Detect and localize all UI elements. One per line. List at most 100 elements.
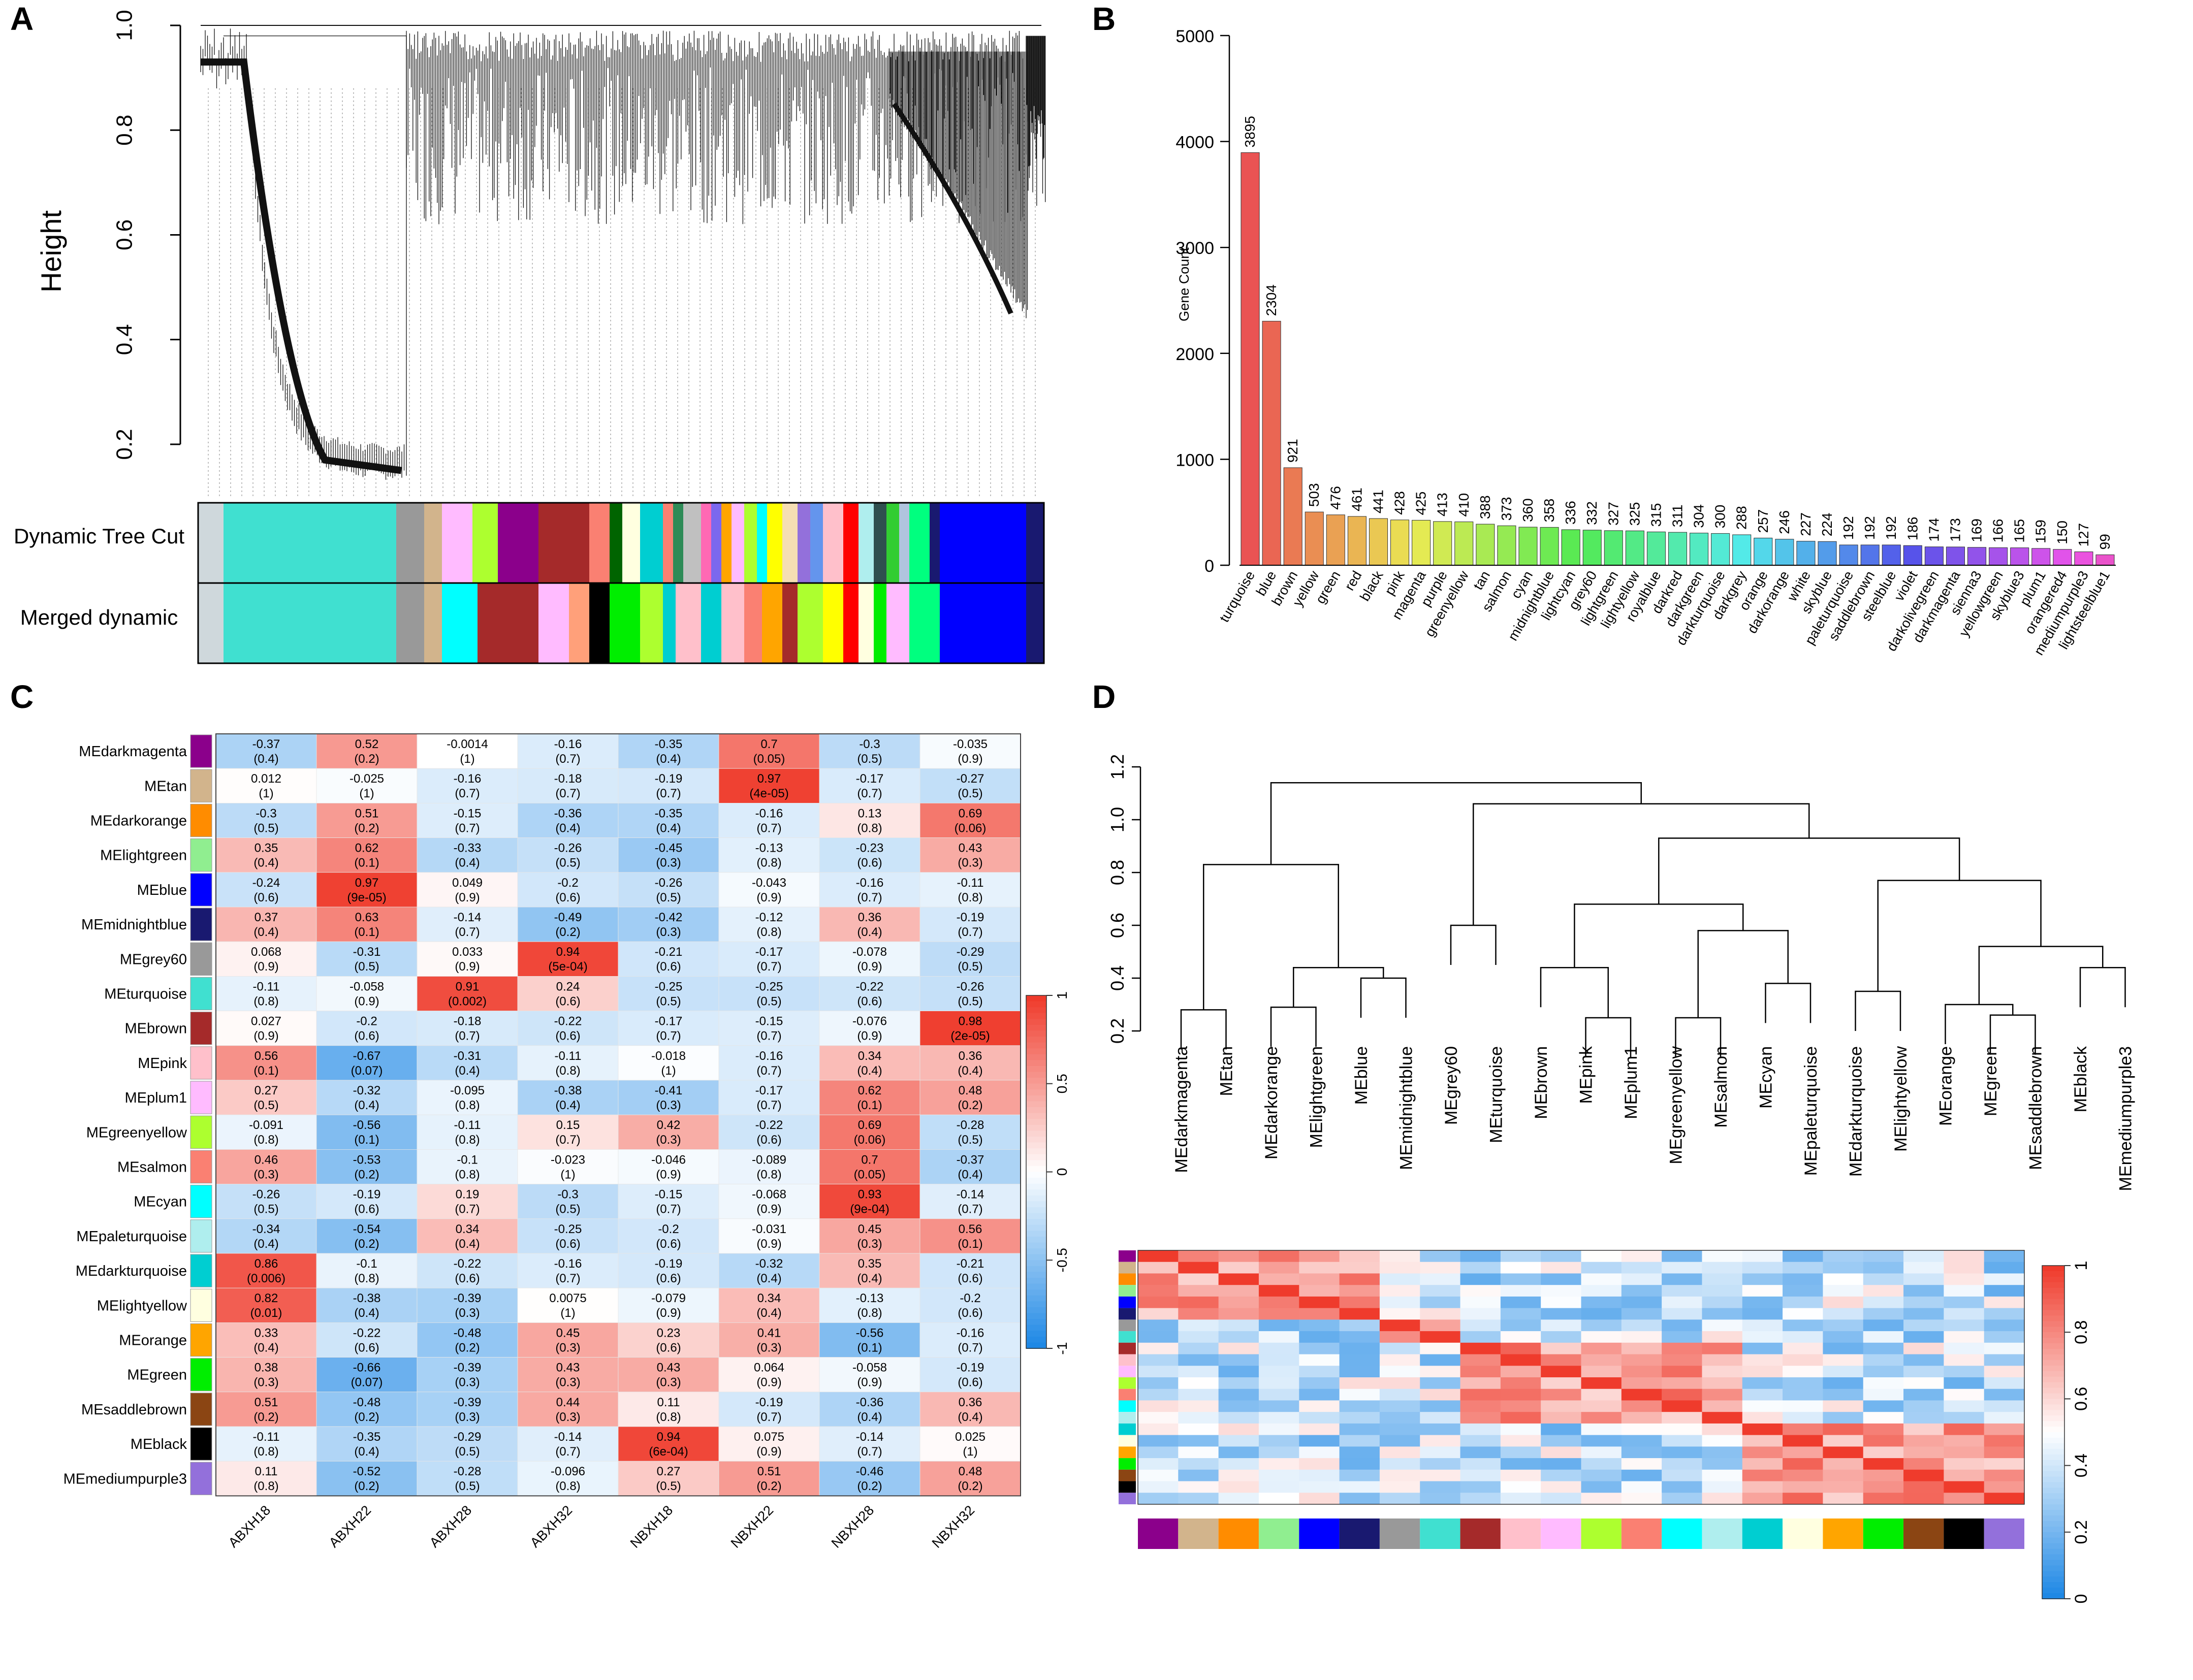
b-bar-value-label: 159	[2033, 520, 2049, 543]
d-heatmap-cell	[1581, 1469, 1622, 1482]
a-y-tick-label: 0.6	[112, 219, 137, 250]
c-legend-swatch	[1026, 1319, 1046, 1326]
c-heatmap-cell	[919, 1011, 1021, 1046]
c-heatmap-cell	[819, 1045, 920, 1081]
b-bar-steelblue	[1882, 544, 1901, 566]
c-heatmap-cell	[316, 1426, 418, 1462]
d-heatmap-cell	[1460, 1469, 1501, 1482]
d-heatmap-cell	[1944, 1273, 1985, 1285]
d-heatmap-cell	[1420, 1250, 1461, 1263]
d-heatmap-cell	[1339, 1354, 1380, 1366]
d-heatmap-cell	[1662, 1388, 1702, 1401]
c-cell-pvalue: (0.9)	[354, 994, 379, 1008]
a-module-color-segment	[396, 583, 424, 663]
c-row-color-swatch	[190, 734, 212, 768]
d-heatmap-cell	[1823, 1412, 1864, 1424]
d-heatmap-cell	[1581, 1354, 1622, 1366]
d-legend-swatch	[2042, 1454, 2064, 1461]
c-heatmap-cell	[215, 1426, 317, 1462]
d-heatmap-cell	[1379, 1458, 1420, 1470]
d-heatmap-cell	[1903, 1342, 1944, 1355]
d-legend-swatch	[2042, 1360, 2064, 1366]
d-heatmap-cell	[1541, 1481, 1581, 1493]
d-leaf-label: MEorange	[1936, 1046, 1956, 1126]
d-heatmap-cell	[1783, 1308, 1823, 1320]
b-bar-black	[1369, 518, 1388, 566]
c-legend-swatch	[1026, 1283, 1046, 1290]
d-heatmap-cell	[1258, 1296, 1299, 1309]
d-heatmap-cell	[1339, 1250, 1380, 1263]
d-heatmap-cell	[1178, 1319, 1219, 1332]
d-leaf-label: MElightyellow	[1891, 1046, 1911, 1152]
d-leaf-label: MEsaddlebrown	[2026, 1046, 2046, 1170]
d-legend-swatch	[2042, 1476, 2064, 1483]
c-cell-correlation: -0.32	[353, 1084, 381, 1097]
c-cell-pvalue: (0.3)	[857, 1237, 882, 1251]
d-heatmap-cell	[1420, 1493, 1461, 1505]
d-heatmap-cell	[1460, 1446, 1501, 1459]
d-heatmap-cell	[1742, 1412, 1783, 1424]
d-legend-swatch	[2042, 1543, 2064, 1549]
c-row-color-swatch	[190, 769, 212, 802]
c-cell-correlation: -0.19	[655, 772, 683, 786]
d-leaf-label: MEbrown	[1532, 1046, 1551, 1119]
d-heatmap-cell	[1863, 1423, 1904, 1436]
d-heatmap-cell	[1863, 1262, 1904, 1274]
d-heatmap-cell	[1218, 1285, 1259, 1297]
d-heatmap-cell	[1581, 1273, 1622, 1285]
c-cell-correlation: -0.22	[454, 1257, 482, 1271]
c-heatmap-cell	[215, 1080, 317, 1115]
c-legend-swatch	[1026, 1242, 1046, 1249]
c-cell-correlation: -0.24	[252, 876, 280, 890]
d-heatmap-cell	[1742, 1273, 1783, 1285]
c-heatmap-cell	[919, 802, 1021, 838]
d-heatmap-cell	[1500, 1400, 1541, 1412]
c-heatmap-cell	[819, 1426, 920, 1462]
c-heatmap-cell	[417, 1011, 518, 1046]
d-heatmap-cell	[1742, 1377, 1783, 1390]
c-cell-pvalue: (0.2)	[354, 752, 379, 766]
c-heatmap-cell	[618, 1218, 719, 1254]
d-legend-swatch	[2042, 1588, 2064, 1594]
d-heatmap-cell	[1500, 1285, 1541, 1297]
c-heatmap-cell	[819, 768, 920, 803]
c-legend-swatch	[1026, 1313, 1046, 1320]
c-cell-pvalue: (0.4)	[253, 1237, 278, 1251]
c-heatmap-cell	[316, 941, 418, 977]
d-heatmap-cell	[1500, 1469, 1541, 1482]
d-heatmap-cell	[1783, 1319, 1823, 1332]
d-heatmap-cell	[1258, 1458, 1299, 1470]
c-cell-correlation: -0.56	[353, 1118, 381, 1132]
c-cell-pvalue: (0.7)	[555, 1272, 580, 1285]
c-cell-correlation: -0.53	[353, 1153, 381, 1167]
d-row-color-swatch	[1119, 1446, 1136, 1459]
d-heatmap-cell	[1460, 1412, 1501, 1424]
d-dendrogram	[1180, 782, 2126, 1057]
c-heatmap-cell	[517, 941, 619, 977]
c-row-label: MEgrey60	[120, 951, 187, 967]
d-heatmap-cell	[1783, 1331, 1823, 1343]
d-heatmap-cell	[1621, 1342, 1662, 1355]
c-cell-pvalue: (0.3)	[958, 856, 982, 870]
c-cell-pvalue: (0.06)	[854, 1133, 886, 1147]
c-legend-tick-label: 0	[1054, 1168, 1070, 1176]
c-cell-pvalue: (0.7)	[756, 1029, 781, 1043]
c-heatmap-cell	[517, 1357, 619, 1393]
d-legend-swatch	[2042, 1404, 2064, 1411]
a-module-color-segment	[701, 583, 721, 663]
c-cell-correlation: 0.69	[858, 1118, 882, 1132]
c-heatmap-cell	[718, 1426, 820, 1462]
c-cell-correlation: 0.7	[861, 1153, 878, 1167]
c-cell-pvalue: (5e-04)	[548, 960, 587, 974]
d-legend-swatch	[2042, 1282, 2064, 1288]
c-cell-correlation: -0.11	[253, 980, 280, 993]
d-legend-swatch	[2042, 1510, 2064, 1516]
b-bar-value-label: 173	[1947, 518, 1963, 542]
d-legend-swatch	[2042, 1415, 2064, 1422]
d-heatmap-cell	[1299, 1412, 1340, 1424]
c-row-label: MEpaleturquoise	[76, 1229, 187, 1245]
b-bar-cyan	[1518, 527, 1538, 566]
c-heatmap-cell	[417, 837, 518, 873]
a-module-color-segment	[610, 583, 640, 663]
d-heatmap-cell	[1258, 1400, 1299, 1412]
